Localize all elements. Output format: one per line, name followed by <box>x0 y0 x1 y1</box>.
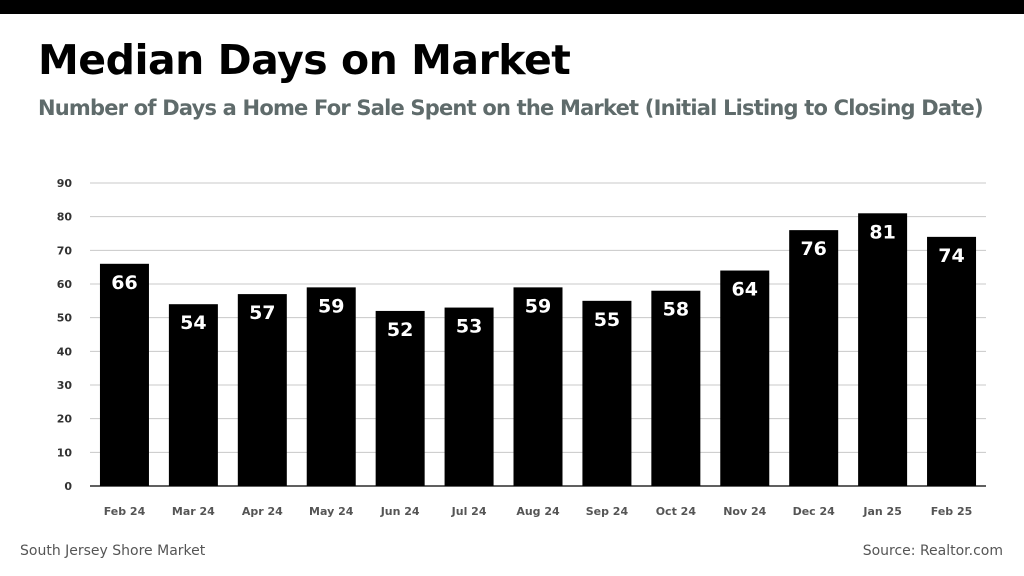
x-tick-label: Nov 24 <box>723 505 766 518</box>
y-tick-label: 50 <box>57 312 73 325</box>
bar <box>513 287 563 486</box>
x-tick-label: Dec 24 <box>793 505 836 518</box>
y-tick-label: 70 <box>57 244 73 257</box>
bar <box>168 304 218 486</box>
bar <box>651 290 701 486</box>
page-subtitle: Number of Days a Home For Sale Spent on … <box>38 96 984 120</box>
bar <box>99 263 149 486</box>
y-tick-label: 10 <box>57 446 73 459</box>
y-tick-label: 60 <box>57 278 73 291</box>
x-tick-label: Jul 24 <box>451 505 487 518</box>
y-tick-label: 90 <box>57 177 73 190</box>
x-tick-label: Feb 24 <box>104 505 146 518</box>
bar-value-label: 59 <box>318 295 344 317</box>
bar-value-label: 64 <box>732 279 758 301</box>
y-tick-label: 40 <box>57 345 73 358</box>
bar-value-label: 52 <box>387 319 413 341</box>
y-tick-label: 30 <box>57 379 73 392</box>
x-tick-label: May 24 <box>309 505 354 518</box>
x-tick-label: Aug 24 <box>516 505 560 518</box>
bar <box>237 294 287 486</box>
bar-value-label: 59 <box>525 295 551 317</box>
bar-value-label: 54 <box>180 312 206 334</box>
bar <box>375 310 425 486</box>
bar-value-label: 57 <box>249 302 275 324</box>
x-tick-label: Jan 25 <box>862 505 901 518</box>
y-tick-label: 20 <box>57 413 73 426</box>
page-title: Median Days on Market <box>38 36 571 84</box>
x-tick-label: Oct 24 <box>656 505 697 518</box>
bar-value-label: 76 <box>800 238 826 260</box>
x-tick-label: Apr 24 <box>242 505 283 518</box>
bar <box>444 307 494 486</box>
y-tick-label: 80 <box>57 211 73 224</box>
bar <box>927 236 977 486</box>
bar-value-label: 74 <box>938 245 964 267</box>
x-tick-label: Jun 24 <box>380 505 420 518</box>
bar <box>720 270 770 486</box>
bar <box>306 287 356 486</box>
bar-value-label: 53 <box>456 316 482 338</box>
x-tick-label: Sep 24 <box>586 505 629 518</box>
bar-value-label: 66 <box>111 272 137 294</box>
bar-value-label: 58 <box>663 299 689 321</box>
bar <box>858 213 908 487</box>
x-tick-label: Feb 25 <box>931 505 973 518</box>
bar <box>789 230 839 486</box>
x-tick-label: Mar 24 <box>172 505 215 518</box>
y-tick-label: 0 <box>64 480 72 493</box>
bar-chart: 0 10 20 30 40 50 60 70 80 90 66 Feb 24 54 Mar 24 57 Apr… <box>57 177 986 518</box>
footer-source-label: Source: Realtor.com <box>862 543 1003 559</box>
footer-market-label: South Jersey Shore Market <box>20 543 206 559</box>
top-bar <box>0 0 1024 14</box>
bar <box>582 300 632 486</box>
bar-value-label: 81 <box>869 221 895 243</box>
bar-value-label: 55 <box>594 309 620 331</box>
